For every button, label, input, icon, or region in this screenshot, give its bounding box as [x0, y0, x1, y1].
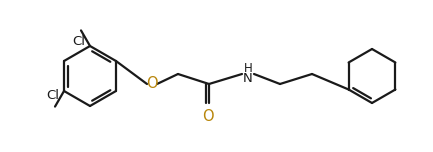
Text: H: H	[244, 62, 252, 76]
Text: O: O	[146, 76, 158, 92]
Text: Cl: Cl	[72, 35, 85, 48]
Text: N: N	[243, 71, 253, 85]
Text: O: O	[202, 109, 214, 124]
Text: Cl: Cl	[46, 89, 59, 102]
